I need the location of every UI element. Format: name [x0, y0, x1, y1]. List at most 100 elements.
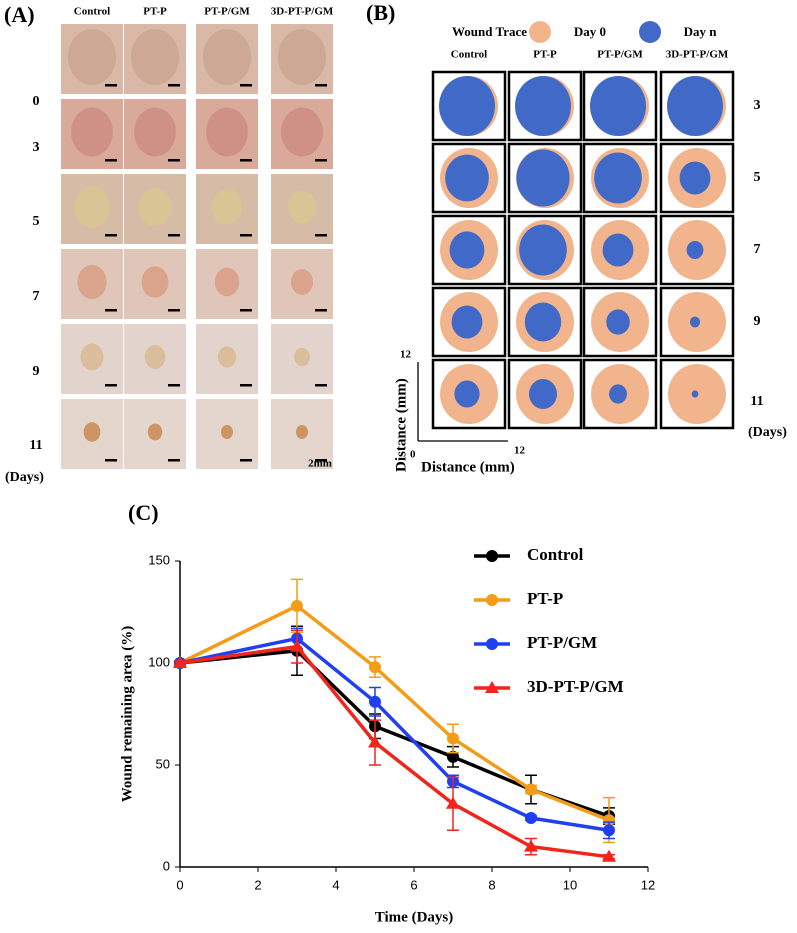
legend-marker	[486, 638, 498, 650]
row-label: 5	[33, 214, 40, 229]
dayn-trace	[524, 302, 562, 342]
wound-area	[278, 29, 326, 85]
dayn-trace	[594, 152, 642, 204]
wound-area	[203, 29, 251, 85]
wound-area	[77, 264, 107, 300]
dayn-trace	[691, 390, 699, 398]
wound-area	[68, 29, 116, 85]
row-label: 11	[750, 394, 763, 409]
dayn-trace	[679, 161, 711, 195]
legend-marker	[485, 681, 499, 693]
row-label: 3	[33, 140, 40, 155]
x-tick-label: 2	[254, 877, 261, 892]
dayn-trace	[689, 316, 701, 328]
wound-area	[211, 189, 243, 225]
marker	[602, 849, 616, 862]
dayn-trace	[449, 231, 485, 269]
marker	[525, 812, 537, 825]
column-header: Control	[451, 49, 487, 61]
legend-label: Day 0	[574, 24, 606, 39]
marker	[603, 824, 615, 837]
wound-area	[71, 107, 113, 157]
scale-bar	[105, 459, 117, 462]
scale-bar-label: 2mm	[308, 458, 332, 470]
legend-label: PT-P/GM	[527, 633, 597, 652]
marker	[447, 732, 459, 745]
legend-label: PT-P	[527, 589, 563, 608]
scale-bar	[315, 234, 327, 237]
series-line	[179, 648, 610, 818]
scale-bar	[240, 84, 252, 87]
dayn-trace	[609, 384, 627, 404]
y-tick-label: 100	[148, 654, 170, 669]
row-label: 0	[33, 94, 40, 109]
x-tick-label: 10	[563, 877, 577, 892]
y-tick-label: 150	[148, 552, 170, 567]
column-header: Control	[74, 6, 110, 18]
column-header: 3D-PT-P/GM	[271, 6, 334, 18]
dayn-trace	[515, 76, 571, 136]
row-label: 5	[754, 170, 761, 185]
column-header: PT-P/GM	[597, 49, 643, 61]
series-line	[179, 636, 610, 833]
scale-bar	[240, 459, 252, 462]
dayn-trace	[602, 233, 634, 267]
legend-marker	[486, 594, 498, 606]
scale-bar	[105, 384, 117, 387]
scale-bar	[168, 384, 180, 387]
row-label: 9	[33, 364, 40, 379]
wound-area	[147, 423, 163, 441]
dayn-trace	[451, 305, 483, 339]
legend-swatch	[529, 21, 551, 43]
scale-bar	[168, 234, 180, 237]
wound-area	[296, 425, 308, 439]
axis-max: 12	[514, 445, 526, 457]
marker	[447, 750, 459, 763]
scale-bar	[105, 84, 117, 87]
dayn-trace	[519, 224, 567, 276]
scale-bar	[168, 159, 180, 162]
wound-area	[144, 344, 166, 370]
days-label: (Days)	[748, 425, 787, 440]
x-tick-label: 6	[410, 877, 417, 892]
x-tick-label: 0	[176, 877, 183, 892]
days-label: (Days)	[5, 470, 44, 485]
wound-area	[134, 107, 176, 157]
marker	[290, 639, 304, 652]
marker	[173, 656, 187, 668]
dayn-trace	[590, 76, 646, 136]
dayn-trace	[667, 76, 723, 136]
wound-area	[221, 425, 233, 439]
legend-label: Day n	[684, 24, 718, 39]
row-label: 11	[29, 438, 42, 453]
marker	[369, 695, 381, 708]
row-label: 7	[754, 242, 761, 257]
marker	[446, 796, 460, 809]
legend-label: Control	[527, 545, 584, 564]
series-line	[179, 644, 610, 859]
origin: 0	[410, 449, 416, 461]
marker	[524, 839, 538, 852]
column-header: 3D-PT-P/GM	[666, 49, 729, 61]
column-header: PT-P	[143, 6, 167, 18]
row-label: 9	[754, 314, 761, 329]
legend-swatch	[639, 21, 661, 43]
wound-area	[281, 107, 323, 157]
wound-area	[217, 346, 237, 368]
marker	[368, 735, 382, 748]
dayn-trace	[606, 309, 630, 335]
scale-bar	[105, 159, 117, 162]
row-label: 7	[33, 289, 40, 304]
scale-bar	[315, 84, 327, 87]
scale-bar	[168, 309, 180, 312]
dayn-trace	[439, 76, 495, 136]
marker	[291, 599, 303, 612]
panel-label: (C)	[128, 500, 159, 525]
x-tick-label: 4	[332, 877, 339, 892]
series-line	[179, 603, 610, 822]
y-axis-label: Distance (mm)	[393, 378, 409, 472]
row-label: 3	[754, 98, 761, 113]
wound-area	[80, 343, 104, 371]
dayn-trace	[516, 149, 570, 207]
